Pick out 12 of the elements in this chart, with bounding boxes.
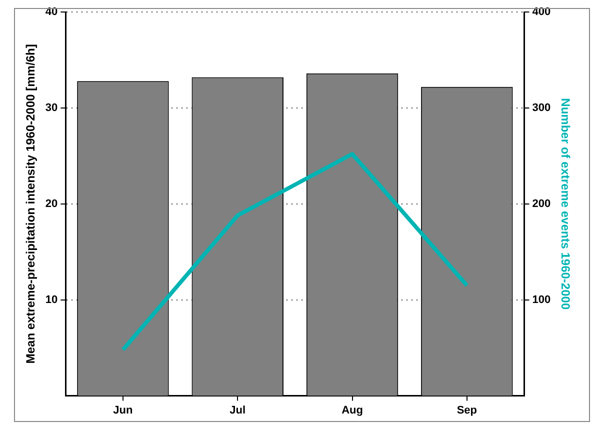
y2-tick-label: 100 [532,294,551,306]
y-axis-title: Mean extreme-precipitation intensity 1960-2000 [mm/6h] [24,44,38,364]
y-tick-label: 30 [45,102,58,114]
x-tick-label: Jul [230,404,246,416]
y-tick-label: 10 [45,294,58,306]
x-tick-label: Aug [342,404,363,416]
x-tick-label: Sep [456,404,478,416]
x-tick-label: Jun [113,404,134,416]
y2-axis-title: Number of extreme events 1960-2000 [558,98,572,310]
y-tick-label: 20 [45,198,58,210]
y2-tick-label: 300 [532,102,551,114]
y2-tick-label: 200 [532,198,551,210]
